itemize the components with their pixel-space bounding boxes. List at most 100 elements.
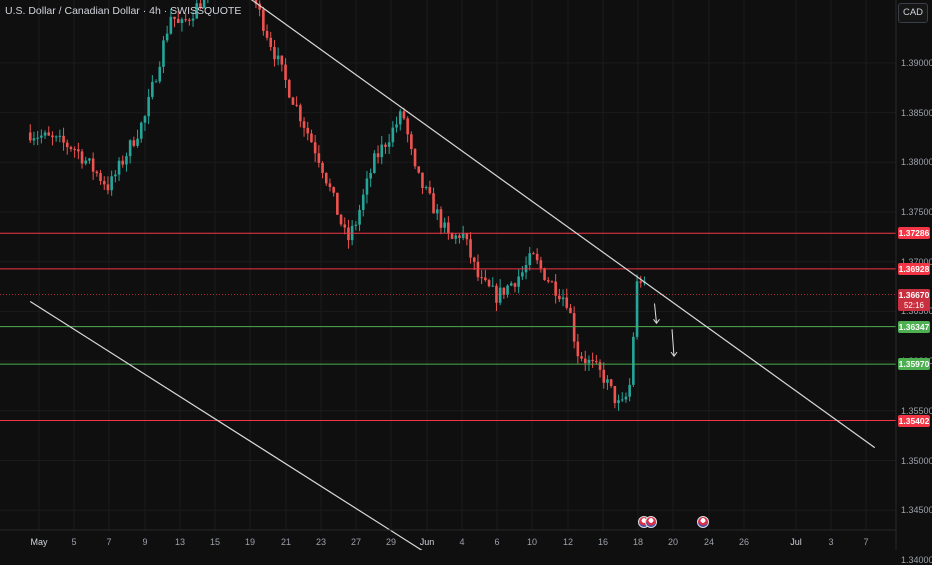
candle-bear <box>413 148 417 167</box>
candle-bull <box>191 18 195 21</box>
candle-bull <box>36 137 39 139</box>
x-tick-label: 19 <box>244 537 256 547</box>
candle-bull <box>628 384 631 397</box>
candle-bear <box>332 187 335 193</box>
x-tick-label: 21 <box>280 537 292 547</box>
candle-bear <box>384 144 387 147</box>
candle-bear <box>291 97 295 105</box>
candle-bear <box>132 140 136 146</box>
trendline-lower <box>29 300 423 550</box>
candle-bull <box>521 272 524 277</box>
candle-bull <box>136 138 139 146</box>
candle-bear <box>258 3 261 10</box>
candle-bull <box>358 209 361 225</box>
candle-bear <box>639 281 643 283</box>
down-arrow-icon <box>671 329 675 357</box>
candle-bear <box>73 149 76 151</box>
down-arrow-head <box>670 351 678 357</box>
candle-bear <box>554 281 557 296</box>
candle-bull <box>84 160 88 164</box>
candle-bear <box>546 280 550 282</box>
candle-bull <box>424 186 428 188</box>
candle-bear <box>317 153 321 163</box>
candle-bull <box>443 222 446 228</box>
chart-grid <box>0 0 896 530</box>
candle-bear <box>598 362 602 370</box>
candle-bear <box>299 105 302 122</box>
candle-bull <box>58 135 62 137</box>
candle-bull <box>517 276 520 287</box>
candle-bull <box>624 396 628 400</box>
candle-bear <box>376 153 380 158</box>
candle-bear <box>336 192 339 215</box>
candle-bull <box>617 400 620 404</box>
x-tick-label: 23 <box>315 537 327 547</box>
y-tick-label: 1.34500 <box>901 505 932 516</box>
candle-bear <box>472 257 476 262</box>
y-tick-label: 1.38000 <box>901 157 932 168</box>
candle-bull <box>373 153 376 173</box>
candle-bull <box>395 124 398 128</box>
x-tick-label: 29 <box>385 537 397 547</box>
candle-bear <box>602 369 606 383</box>
down-arrow-icon <box>654 303 657 324</box>
candle-bull <box>509 283 513 286</box>
candle-bear <box>321 162 324 174</box>
candle-bull <box>506 285 509 295</box>
candle-bear <box>273 46 276 60</box>
candle-bear <box>502 287 506 295</box>
candle-bear <box>99 173 102 181</box>
candle-bull <box>43 132 47 136</box>
candle-bear <box>495 285 498 303</box>
candle-bull <box>561 297 565 300</box>
candle-bear <box>265 30 269 38</box>
candle-bear <box>262 9 265 31</box>
candle-bear <box>406 118 409 135</box>
resistance-price-label: 1.37286 <box>898 227 930 240</box>
x-tick-label: 20 <box>667 537 679 547</box>
x-tick-label: 9 <box>142 537 148 547</box>
candle-bear <box>458 235 461 239</box>
candle-bull <box>143 116 147 123</box>
canada-flag-icon[interactable] <box>645 516 657 528</box>
down-arrow-head <box>653 319 660 325</box>
y-tick-label: 1.34000 <box>901 554 932 565</box>
candle-bear <box>480 277 483 279</box>
candle-bull <box>165 33 169 41</box>
candle-bear <box>95 171 99 174</box>
support-price-label: 1.35970 <box>898 358 930 371</box>
candle-bear <box>47 132 51 136</box>
candle-bear <box>591 359 594 362</box>
candle-bear <box>284 64 287 80</box>
candle-bear <box>184 19 187 21</box>
x-tick-label: 16 <box>597 537 609 547</box>
candle-bull <box>202 0 206 9</box>
candle-bear <box>310 133 313 143</box>
candle-bear <box>532 253 535 255</box>
candle-bull <box>195 3 199 19</box>
x-tick-label: May <box>30 537 48 547</box>
us-flag-icon[interactable] <box>697 516 709 528</box>
trendlines-layer <box>29 0 876 550</box>
candle-bear <box>280 55 284 65</box>
resistance-price-label: 1.36928 <box>898 262 930 275</box>
candle-bear <box>199 3 202 9</box>
candle-bear <box>428 186 432 194</box>
candle-bull <box>361 194 365 210</box>
candle-bull <box>491 285 495 287</box>
currency-button[interactable]: CAD <box>898 3 928 23</box>
price-levels-layer <box>0 232 896 422</box>
chart-title: U.S. Dollar / Canadian Dollar · 4h · SWI… <box>5 5 242 17</box>
candle-bull <box>139 122 143 139</box>
candle-bull <box>620 399 624 401</box>
candle-bear <box>565 297 569 308</box>
y-tick-label: 1.39000 <box>901 57 932 68</box>
current-price-label: 1.36670 <box>898 288 930 301</box>
candle-bear <box>447 222 450 234</box>
candle-bear <box>465 233 469 240</box>
candle-bear <box>313 142 317 154</box>
candle-bull <box>454 235 458 239</box>
bar-countdown: 52:16 <box>898 300 930 311</box>
candle-bear <box>91 158 95 172</box>
price-chart[interactable] <box>0 0 932 550</box>
